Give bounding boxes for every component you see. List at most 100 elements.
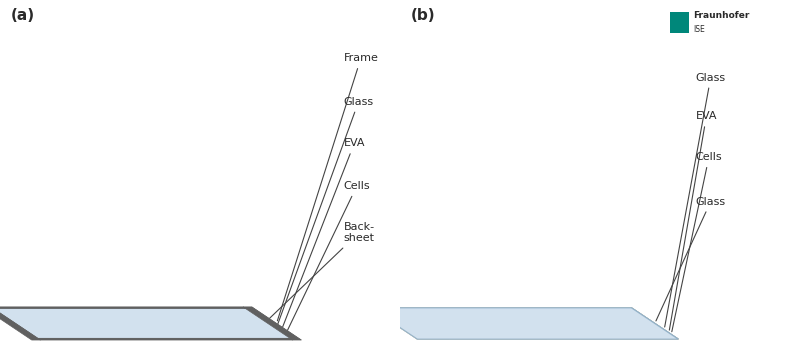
Polygon shape xyxy=(251,331,296,339)
Polygon shape xyxy=(11,323,56,331)
Polygon shape xyxy=(370,308,678,339)
Polygon shape xyxy=(162,315,207,323)
Polygon shape xyxy=(406,331,450,339)
Polygon shape xyxy=(480,315,524,323)
Polygon shape xyxy=(370,308,678,339)
Polygon shape xyxy=(249,308,296,339)
Polygon shape xyxy=(557,323,602,331)
Polygon shape xyxy=(370,308,678,339)
Polygon shape xyxy=(38,338,293,340)
Polygon shape xyxy=(118,308,162,315)
Polygon shape xyxy=(501,308,546,315)
Polygon shape xyxy=(0,307,246,309)
Polygon shape xyxy=(536,331,581,339)
Text: ISE: ISE xyxy=(693,24,705,34)
Polygon shape xyxy=(23,331,67,339)
Polygon shape xyxy=(56,331,100,339)
Text: Back-
sheet: Back- sheet xyxy=(270,222,374,319)
Polygon shape xyxy=(0,315,44,323)
Polygon shape xyxy=(631,308,678,339)
Polygon shape xyxy=(631,308,678,339)
Polygon shape xyxy=(569,331,613,339)
Polygon shape xyxy=(249,308,296,339)
Text: (b): (b) xyxy=(410,8,435,23)
Polygon shape xyxy=(0,308,296,339)
Polygon shape xyxy=(370,308,414,315)
Polygon shape xyxy=(174,323,218,331)
Polygon shape xyxy=(0,308,296,339)
Polygon shape xyxy=(598,308,643,315)
Polygon shape xyxy=(98,315,142,323)
Polygon shape xyxy=(32,315,77,323)
Polygon shape xyxy=(414,315,459,323)
Polygon shape xyxy=(610,315,654,323)
Polygon shape xyxy=(0,308,296,339)
Polygon shape xyxy=(634,331,678,339)
Polygon shape xyxy=(492,323,536,331)
Polygon shape xyxy=(142,323,186,331)
Polygon shape xyxy=(218,331,263,339)
Polygon shape xyxy=(622,323,666,331)
FancyBboxPatch shape xyxy=(670,12,689,33)
Polygon shape xyxy=(290,338,293,340)
Polygon shape xyxy=(21,308,65,315)
Polygon shape xyxy=(546,315,590,323)
Polygon shape xyxy=(534,308,578,315)
Polygon shape xyxy=(249,308,296,339)
Polygon shape xyxy=(631,308,678,339)
Polygon shape xyxy=(0,308,296,339)
Text: (a): (a) xyxy=(10,8,34,23)
Polygon shape xyxy=(394,323,438,331)
Polygon shape xyxy=(88,331,133,339)
Polygon shape xyxy=(252,307,302,340)
Polygon shape xyxy=(228,315,272,323)
Polygon shape xyxy=(566,308,610,315)
Polygon shape xyxy=(243,307,246,309)
Polygon shape xyxy=(109,323,154,331)
Polygon shape xyxy=(602,331,646,339)
Polygon shape xyxy=(86,308,130,315)
Polygon shape xyxy=(468,308,513,315)
Polygon shape xyxy=(249,308,296,339)
Polygon shape xyxy=(53,308,98,315)
Polygon shape xyxy=(243,307,302,340)
Polygon shape xyxy=(195,315,239,323)
Text: Glass: Glass xyxy=(656,196,726,321)
Polygon shape xyxy=(524,323,569,331)
Text: Glass: Glass xyxy=(665,73,726,327)
Text: Cells: Cells xyxy=(287,181,370,330)
Polygon shape xyxy=(631,308,678,339)
Polygon shape xyxy=(77,323,121,331)
Polygon shape xyxy=(65,315,109,323)
Text: EVA: EVA xyxy=(670,111,717,330)
Polygon shape xyxy=(459,323,503,331)
Polygon shape xyxy=(216,308,261,315)
Polygon shape xyxy=(249,308,296,339)
Polygon shape xyxy=(382,315,426,323)
Polygon shape xyxy=(0,307,41,340)
Text: Glass: Glass xyxy=(278,97,374,324)
Polygon shape xyxy=(0,308,32,315)
Polygon shape xyxy=(186,331,230,339)
Polygon shape xyxy=(503,331,548,339)
Polygon shape xyxy=(447,315,492,323)
Polygon shape xyxy=(513,315,557,323)
Polygon shape xyxy=(121,331,166,339)
Polygon shape xyxy=(370,308,678,339)
Polygon shape xyxy=(471,331,515,339)
Polygon shape xyxy=(0,308,296,339)
Polygon shape xyxy=(0,307,41,340)
Polygon shape xyxy=(207,323,251,331)
Polygon shape xyxy=(130,315,174,323)
Polygon shape xyxy=(403,308,447,315)
Polygon shape xyxy=(590,323,634,331)
Polygon shape xyxy=(426,323,471,331)
Polygon shape xyxy=(239,323,284,331)
Polygon shape xyxy=(438,331,482,339)
Text: Fraunhofer: Fraunhofer xyxy=(693,11,750,20)
Polygon shape xyxy=(154,331,198,339)
Polygon shape xyxy=(183,308,228,315)
Text: EVA: EVA xyxy=(282,138,365,327)
Polygon shape xyxy=(436,308,480,315)
Polygon shape xyxy=(578,315,622,323)
